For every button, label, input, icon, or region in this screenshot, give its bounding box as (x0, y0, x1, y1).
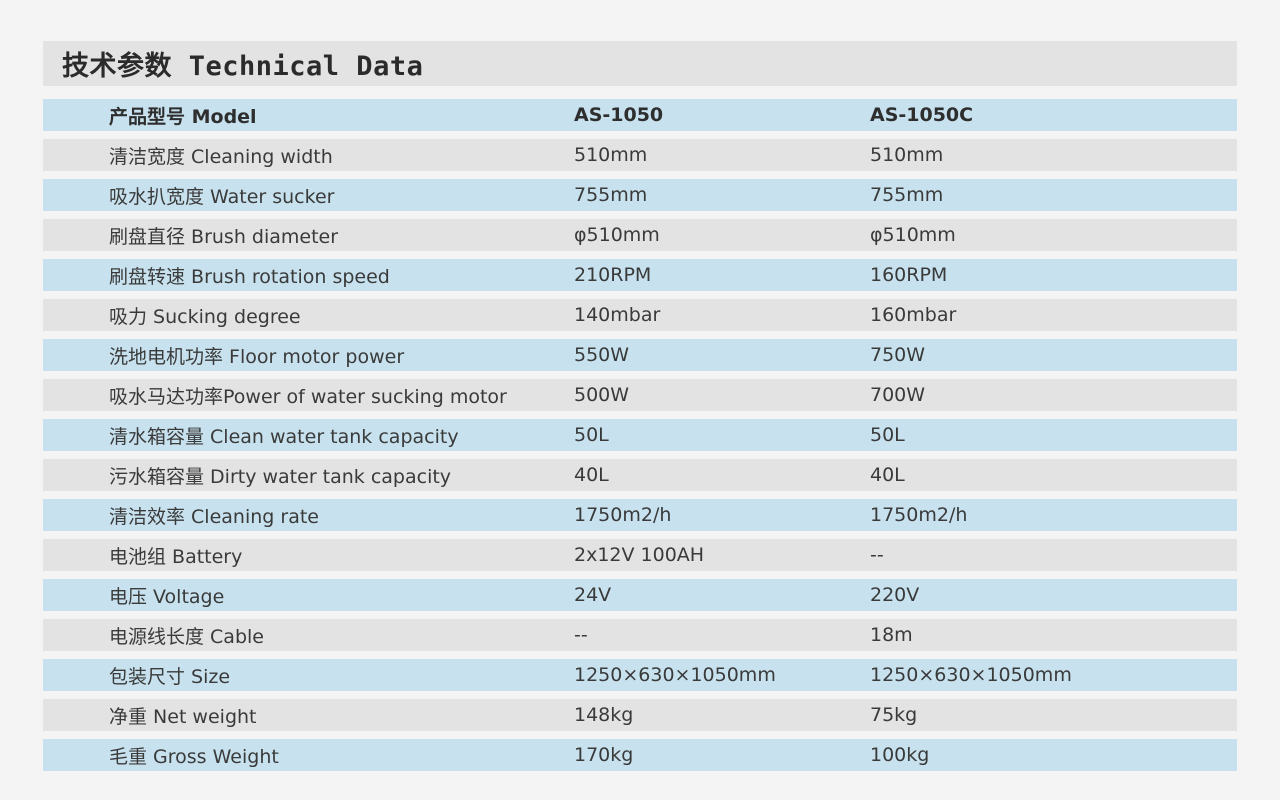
header-model-a: AS-1050 (574, 104, 664, 126)
row-value-b: 100kg (870, 744, 930, 766)
row-value-a: -- (574, 624, 588, 646)
table-row: 电压 Voltage 24V 220V (43, 579, 1237, 611)
row-value-b: 18m (870, 624, 913, 646)
row-value-b: 700W (870, 384, 926, 406)
page-title: 技术参数 Technical Data (62, 51, 424, 82)
row-value-b: 755mm (870, 184, 944, 206)
row-label: 吸力 Sucking degree (109, 305, 301, 328)
row-value-a: 510mm (574, 144, 648, 166)
row-value-b: 160mbar (870, 304, 957, 326)
table-row: 洗地电机功率 Floor motor power 550W 750W (43, 339, 1237, 371)
row-label: 清洁效率 Cleaning rate (109, 505, 319, 528)
row-label: 清水箱容量 Clean water tank capacity (109, 425, 459, 448)
row-label: 电池组 Battery (109, 545, 243, 568)
title-bar: 技术参数 Technical Data (43, 41, 1237, 86)
row-value-b: 510mm (870, 144, 944, 166)
row-label: 清洁宽度 Cleaning width (109, 145, 333, 168)
row-label: 刷盘转速 Brush rotation speed (109, 265, 390, 288)
table-row: 吸水扒宽度 Water sucker 755mm 755mm (43, 179, 1237, 211)
table-row: 包装尺寸 Size 1250×630×1050mm 1250×630×1050m… (43, 659, 1237, 691)
row-value-a: 40L (574, 464, 609, 486)
table-row: 电池组 Battery 2x12V 100AH -- (43, 539, 1237, 571)
row-label: 吸水扒宽度 Water sucker (109, 185, 335, 208)
table-row: 刷盘转速 Brush rotation speed 210RPM 160RPM (43, 259, 1237, 291)
table-row: 吸力 Sucking degree 140mbar 160mbar (43, 299, 1237, 331)
table-row: 毛重 Gross Weight 170kg 100kg (43, 739, 1237, 771)
row-label: 吸水马达功率Power of water sucking motor (109, 385, 507, 408)
header-label: 产品型号 Model (109, 105, 257, 128)
row-value-a: φ510mm (574, 224, 660, 246)
row-label: 毛重 Gross Weight (109, 745, 279, 768)
row-value-b: 1750m2/h (870, 504, 968, 526)
row-value-a: 50L (574, 424, 609, 446)
row-label: 刷盘直径 Brush diameter (109, 225, 339, 248)
row-value-b: 160RPM (870, 264, 948, 286)
row-value-b: 750W (870, 344, 926, 366)
table-header-row: 产品型号 Model AS-1050 AS-1050C (43, 99, 1237, 131)
table-row: 刷盘直径 Brush diameter φ510mm φ510mm (43, 219, 1237, 251)
row-label: 电压 Voltage (109, 585, 225, 608)
row-value-a: 500W (574, 384, 630, 406)
row-value-a: 2x12V 100AH (574, 544, 705, 566)
technical-data-table: 产品型号 Model AS-1050 AS-1050C 清洁宽度 Cleanin… (43, 99, 1237, 779)
row-value-b: 75kg (870, 704, 918, 726)
row-label: 净重 Net weight (109, 705, 257, 728)
table-row: 清洁效率 Cleaning rate 1750m2/h 1750m2/h (43, 499, 1237, 531)
row-value-b: 50L (870, 424, 905, 446)
row-value-a: 550W (574, 344, 630, 366)
row-value-a: 755mm (574, 184, 648, 206)
row-label: 洗地电机功率 Floor motor power (109, 345, 405, 368)
row-value-a: 170kg (574, 744, 634, 766)
table-row: 清水箱容量 Clean water tank capacity 50L 50L (43, 419, 1237, 451)
row-value-a: 140mbar (574, 304, 661, 326)
table-row: 净重 Net weight 148kg 75kg (43, 699, 1237, 731)
row-value-b: φ510mm (870, 224, 956, 246)
row-value-b: 1250×630×1050mm (870, 664, 1072, 686)
row-value-a: 1750m2/h (574, 504, 672, 526)
row-value-a: 1250×630×1050mm (574, 664, 776, 686)
row-value-a: 210RPM (574, 264, 652, 286)
row-value-b: 220V (870, 584, 920, 606)
row-label: 包装尺寸 Size (109, 665, 231, 688)
row-value-a: 24V (574, 584, 612, 606)
table-row: 污水箱容量 Dirty water tank capacity 40L 40L (43, 459, 1237, 491)
row-label: 电源线长度 Cable (109, 625, 264, 648)
row-label: 污水箱容量 Dirty water tank capacity (109, 465, 452, 488)
row-value-b: -- (870, 544, 884, 566)
header-model-b: AS-1050C (870, 104, 974, 126)
table-row: 吸水马达功率Power of water sucking motor 500W … (43, 379, 1237, 411)
table-row: 清洁宽度 Cleaning width 510mm 510mm (43, 139, 1237, 171)
row-value-b: 40L (870, 464, 905, 486)
table-row: 电源线长度 Cable -- 18m (43, 619, 1237, 651)
row-value-a: 148kg (574, 704, 634, 726)
